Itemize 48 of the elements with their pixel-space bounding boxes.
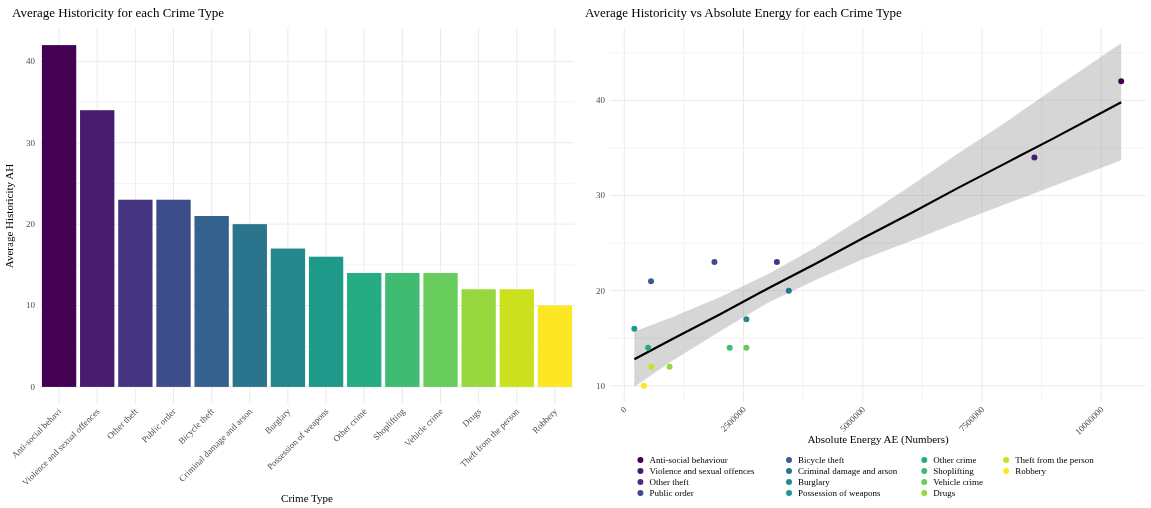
y-tick-label: 40 xyxy=(596,95,606,106)
line-series xyxy=(633,101,1123,361)
point xyxy=(1118,78,1125,85)
point xyxy=(1031,154,1038,161)
y-tick-label: 20 xyxy=(596,285,606,296)
point xyxy=(645,344,652,351)
chart-title: Average Historicity for each Crime Type xyxy=(12,5,225,20)
chart-title: Average Historicity vs Absolute Energy for each Crime Type xyxy=(585,5,903,20)
point xyxy=(640,382,647,389)
point xyxy=(648,278,655,285)
point xyxy=(711,259,718,266)
bar xyxy=(461,289,496,387)
bar xyxy=(308,256,344,387)
point xyxy=(726,344,733,351)
legend-label: Possession of weapons xyxy=(798,487,882,498)
y-tick-label: 30 xyxy=(26,137,36,148)
legend-label: Anti-social behaviour xyxy=(649,454,728,465)
point xyxy=(631,325,638,332)
bar xyxy=(41,45,77,387)
y-tick-label: 20 xyxy=(26,219,36,230)
x-axis-title: Absolute Energy AE (Numbers) xyxy=(807,433,949,446)
bar xyxy=(270,248,306,387)
point xyxy=(648,363,655,370)
point xyxy=(773,259,780,266)
bar xyxy=(156,199,191,387)
y-tick-label: 30 xyxy=(596,190,606,201)
point xyxy=(743,344,750,351)
point xyxy=(785,287,792,294)
bar xyxy=(118,199,153,387)
y-tick-label: 0 xyxy=(30,381,36,392)
legend-label: Drugs xyxy=(933,487,956,498)
bar xyxy=(423,272,458,387)
y-tick-label: 10 xyxy=(596,380,606,391)
point xyxy=(666,363,673,370)
bar xyxy=(80,110,115,387)
point xyxy=(743,316,750,323)
y-tick-label: 40 xyxy=(26,56,36,67)
y-axis-title: Average Historicity AH xyxy=(3,163,15,269)
bar xyxy=(194,216,229,387)
x-axis-title: Crime Type xyxy=(281,492,334,504)
bar xyxy=(232,224,267,387)
bar xyxy=(537,305,573,387)
legend-label: Public order xyxy=(649,487,694,498)
bar xyxy=(347,272,382,387)
bar xyxy=(499,289,534,387)
y-tick-label: 10 xyxy=(26,300,36,311)
bar xyxy=(385,272,420,387)
x-tick-label: 0 xyxy=(618,403,630,415)
